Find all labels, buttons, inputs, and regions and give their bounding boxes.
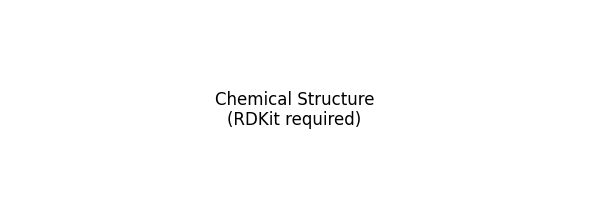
Text: Chemical Structure
(RDKit required): Chemical Structure (RDKit required) (215, 91, 374, 129)
